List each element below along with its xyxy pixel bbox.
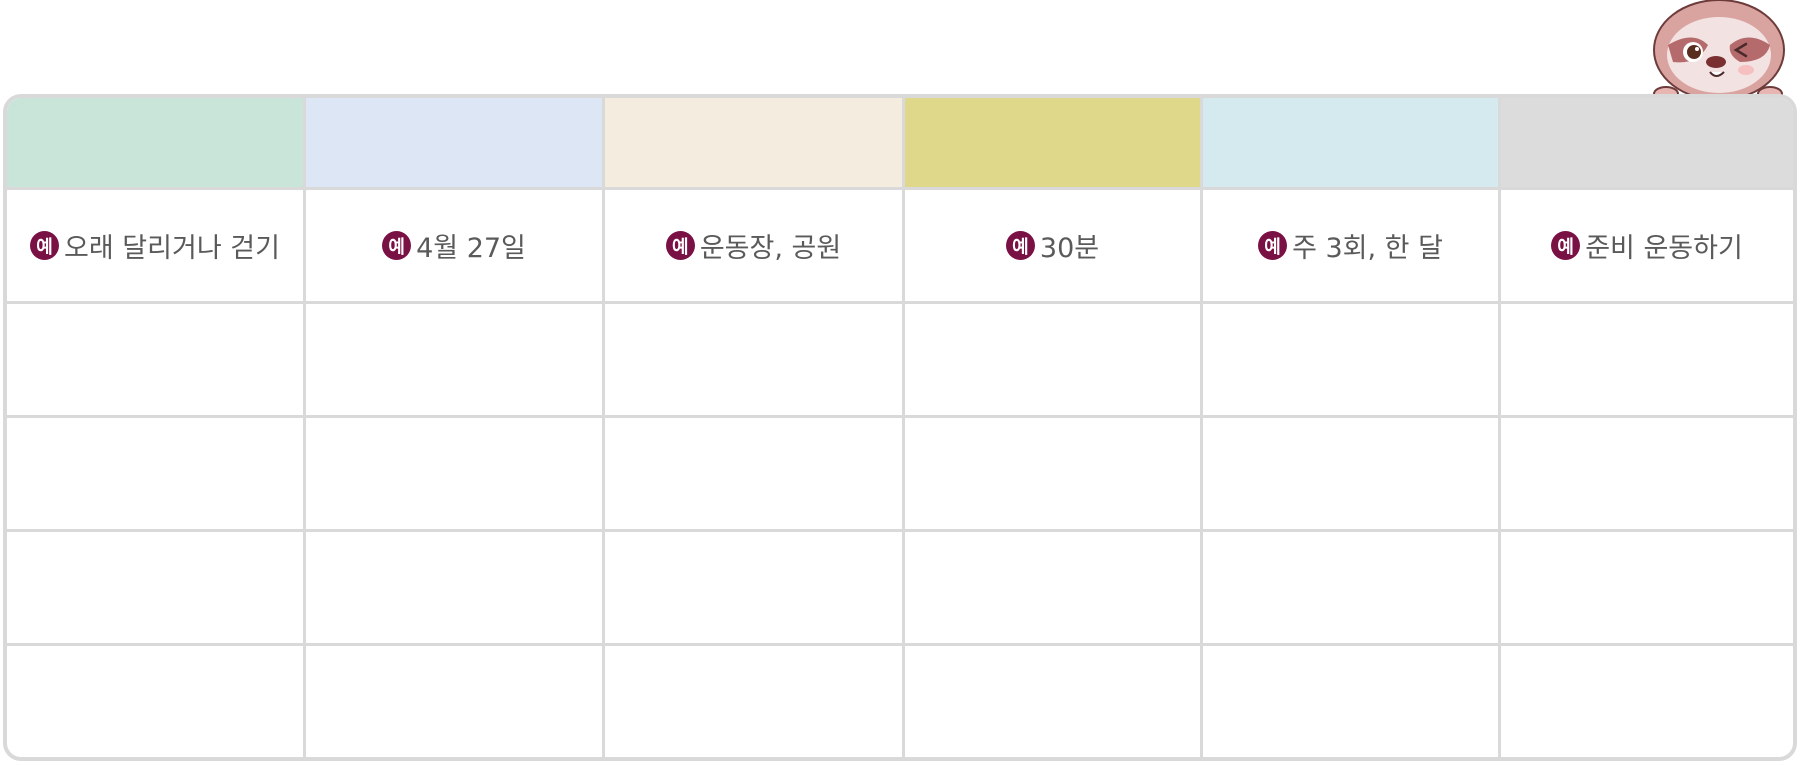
empty-cell[interactable] — [7, 532, 306, 646]
example-text: 주 3회, 한 달 — [1292, 233, 1443, 264]
empty-cell[interactable] — [605, 304, 905, 418]
empty-cell[interactable] — [905, 304, 1203, 418]
empty-cell[interactable] — [306, 646, 605, 757]
empty-cell[interactable] — [1501, 304, 1793, 418]
example-text: 4월 27일 — [416, 233, 526, 264]
header-cell-5 — [1203, 98, 1501, 190]
empty-cell[interactable] — [605, 532, 905, 646]
example-badge-icon: 예 — [382, 231, 412, 260]
empty-cell[interactable] — [7, 418, 306, 532]
empty-cell[interactable] — [1203, 418, 1501, 532]
empty-cell[interactable] — [905, 646, 1203, 757]
sloth-mascot-icon — [1653, 0, 1785, 102]
example-text: 운동장, 공원 — [699, 233, 842, 264]
header-cell-6 — [1501, 98, 1793, 190]
example-cell-3: 예 운동장, 공원 — [605, 190, 905, 304]
empty-cell[interactable] — [605, 646, 905, 757]
empty-cell[interactable] — [1203, 646, 1501, 757]
example-badge-icon: 예 — [1005, 231, 1035, 260]
empty-cell[interactable] — [1203, 304, 1501, 418]
empty-cell[interactable] — [306, 532, 605, 646]
empty-cell[interactable] — [905, 532, 1203, 646]
example-badge-icon: 예 — [1258, 231, 1288, 260]
empty-cell[interactable] — [1203, 532, 1501, 646]
header-cell-1 — [7, 98, 306, 190]
example-text: 30분 — [1039, 233, 1100, 264]
example-badge-icon: 예 — [1551, 231, 1581, 260]
empty-cell[interactable] — [306, 304, 605, 418]
empty-cell[interactable] — [306, 418, 605, 532]
example-badge-icon: 예 — [30, 231, 60, 260]
header-cell-3 — [605, 98, 905, 190]
example-text: 오래 달리거나 걷기 — [64, 233, 280, 264]
empty-cell[interactable] — [905, 418, 1203, 532]
empty-cell[interactable] — [605, 418, 905, 532]
example-cell-2: 예 4월 27일 — [306, 190, 605, 304]
empty-cell[interactable] — [1501, 418, 1793, 532]
example-badge-icon: 예 — [665, 231, 695, 260]
header-cell-2 — [306, 98, 605, 190]
empty-cell[interactable] — [7, 646, 306, 757]
example-cell-4: 예 30분 — [905, 190, 1203, 304]
empty-cell[interactable] — [7, 304, 306, 418]
empty-cell[interactable] — [1501, 532, 1793, 646]
header-cell-4 — [905, 98, 1203, 190]
empty-cell[interactable] — [1501, 646, 1793, 757]
example-text: 준비 운동하기 — [1585, 233, 1743, 264]
example-cell-1: 예 오래 달리거나 걷기 — [7, 190, 306, 304]
example-cell-6: 예 준비 운동하기 — [1501, 190, 1793, 304]
